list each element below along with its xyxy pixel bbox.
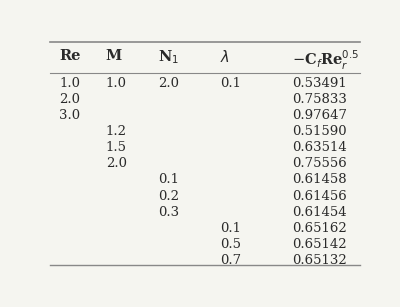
Text: 2.0: 2.0 <box>158 77 180 90</box>
Text: 0.51590: 0.51590 <box>292 125 346 138</box>
Text: 0.97647: 0.97647 <box>292 109 347 122</box>
Text: Re: Re <box>59 49 81 63</box>
Text: 0.65142: 0.65142 <box>292 238 346 251</box>
Text: 0.65132: 0.65132 <box>292 254 346 267</box>
Text: N$_1$: N$_1$ <box>158 49 180 66</box>
Text: 1.0: 1.0 <box>59 77 80 90</box>
Text: 0.1: 0.1 <box>220 77 242 90</box>
Text: 3.0: 3.0 <box>59 109 80 122</box>
Text: 0.1: 0.1 <box>220 222 242 235</box>
Text: $-$C$_f$Re$_r^{0.5}$: $-$C$_f$Re$_r^{0.5}$ <box>292 49 359 72</box>
Text: 0.61456: 0.61456 <box>292 189 346 203</box>
Text: 0.75833: 0.75833 <box>292 93 347 106</box>
Text: 0.65162: 0.65162 <box>292 222 346 235</box>
Text: $\lambda$: $\lambda$ <box>220 49 230 65</box>
Text: 0.7: 0.7 <box>220 254 242 267</box>
Text: M: M <box>106 49 122 63</box>
Text: 0.3: 0.3 <box>158 206 180 219</box>
Text: 0.53491: 0.53491 <box>292 77 346 90</box>
Text: 0.61454: 0.61454 <box>292 206 346 219</box>
Text: 0.75556: 0.75556 <box>292 157 346 170</box>
Text: 0.61458: 0.61458 <box>292 173 346 186</box>
Text: 0.1: 0.1 <box>158 173 180 186</box>
Text: 2.0: 2.0 <box>106 157 127 170</box>
Text: 2.0: 2.0 <box>59 93 80 106</box>
Text: 1.2: 1.2 <box>106 125 127 138</box>
Text: 1.0: 1.0 <box>106 77 127 90</box>
Text: 0.63514: 0.63514 <box>292 141 346 154</box>
Text: 1.5: 1.5 <box>106 141 127 154</box>
Text: 0.5: 0.5 <box>220 238 242 251</box>
Text: 0.2: 0.2 <box>158 189 180 203</box>
